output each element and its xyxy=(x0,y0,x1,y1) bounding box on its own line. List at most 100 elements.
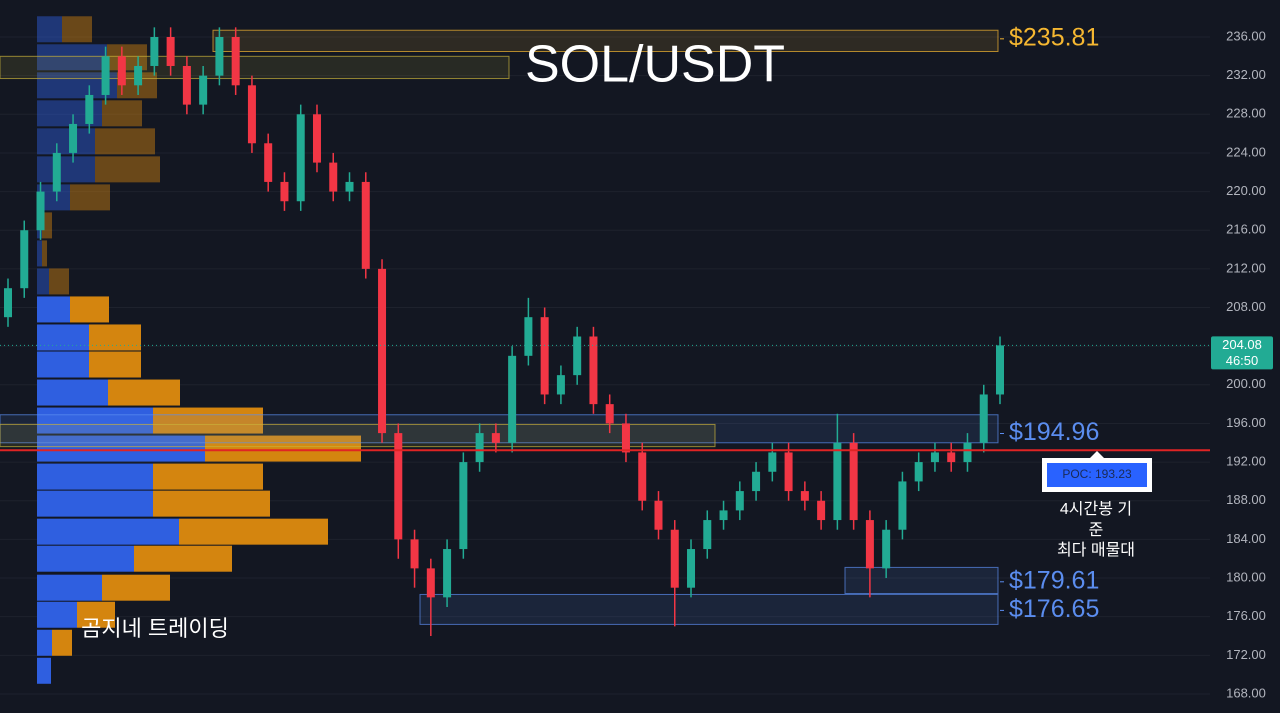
profile-buy xyxy=(37,128,95,155)
annotation: 4시간봉 기 xyxy=(1060,500,1132,518)
profile-sell xyxy=(153,463,263,490)
candle-body xyxy=(735,491,744,511)
profile-buy xyxy=(37,268,49,295)
profile-buy xyxy=(37,240,42,267)
candle-body xyxy=(849,442,858,521)
candle-body xyxy=(134,65,143,86)
y-tick-label: 228.00 xyxy=(1226,106,1266,121)
zone-label: $194.96 xyxy=(1009,418,1099,446)
y-tick-label: 200.00 xyxy=(1226,376,1266,391)
profile-buy xyxy=(37,490,153,517)
profile-buy xyxy=(37,629,52,656)
candle-body xyxy=(345,181,354,192)
candle-body xyxy=(101,56,110,95)
profile-buy xyxy=(37,324,89,351)
zone-label: $179.61 xyxy=(1009,566,1099,594)
profile-sell xyxy=(153,407,263,434)
candle-body xyxy=(654,500,663,530)
y-tick-label: 208.00 xyxy=(1226,299,1266,314)
candle-body xyxy=(930,452,939,463)
profile-sell xyxy=(179,518,328,545)
candle-body xyxy=(540,317,549,395)
profile-sell xyxy=(108,379,180,406)
profile-buy xyxy=(37,545,134,572)
y-tick-label: 188.00 xyxy=(1226,492,1266,507)
y-tick-label: 220.00 xyxy=(1226,183,1266,198)
profile-sell xyxy=(42,240,47,267)
zone xyxy=(212,29,999,52)
profile-sell xyxy=(70,296,109,323)
candle-body xyxy=(556,375,565,395)
profile-sell xyxy=(153,490,270,517)
zone-label: $235.81 xyxy=(1009,23,1099,51)
candle-body xyxy=(703,520,712,550)
candle-body xyxy=(182,65,191,105)
profile-sell xyxy=(62,16,92,43)
candle-body xyxy=(638,452,647,501)
profile-buy xyxy=(37,657,51,684)
candle-body xyxy=(312,114,321,163)
candle-body xyxy=(963,442,972,463)
watermark: 곰지네 트레이딩 xyxy=(81,616,229,641)
zone xyxy=(844,566,999,594)
candle-body xyxy=(491,433,500,443)
annotation: 최다 매물대 xyxy=(1057,541,1135,559)
candle-body xyxy=(508,355,517,443)
candles xyxy=(4,27,1004,636)
candle-body xyxy=(199,75,208,105)
candle-body xyxy=(166,37,175,66)
y-tick-label: 212.00 xyxy=(1226,260,1266,275)
profile-buy xyxy=(37,407,153,434)
candle-body xyxy=(914,462,923,482)
candle-body xyxy=(231,37,240,86)
candle-body xyxy=(752,471,761,492)
candle-body xyxy=(394,433,403,540)
profile-sell xyxy=(77,601,115,628)
candle-body xyxy=(443,549,452,598)
candle-body xyxy=(621,423,630,453)
candle-body xyxy=(670,529,679,588)
zone xyxy=(0,423,716,448)
zone-label: $176.65 xyxy=(1009,595,1099,623)
y-tick-label: 216.00 xyxy=(1226,222,1266,237)
candle-body xyxy=(947,452,956,463)
profile-sell xyxy=(205,435,361,462)
profile-sell xyxy=(95,156,160,183)
candle-body xyxy=(52,152,61,192)
candle-body xyxy=(426,568,435,598)
y-tick-label: 232.00 xyxy=(1226,67,1266,82)
candle-body xyxy=(898,481,907,530)
y-tick-label: 224.00 xyxy=(1226,144,1266,159)
profile-sell xyxy=(89,324,141,351)
candle-body xyxy=(589,336,598,405)
profile-buy xyxy=(37,296,70,323)
profile-buy xyxy=(37,156,95,183)
profile-buy xyxy=(37,351,89,378)
candle-body xyxy=(4,288,12,318)
profile-sell xyxy=(70,184,110,211)
y-tick-label: 236.00 xyxy=(1226,28,1266,43)
profile-sell xyxy=(95,128,155,155)
profile-buy xyxy=(37,574,102,601)
candle-body xyxy=(573,336,582,376)
profile-sell xyxy=(102,574,170,601)
profile-buy xyxy=(37,16,62,43)
overlays: 168.00 172.00 176.00 180.00 184.00 188.00 192.… xyxy=(0,23,1273,700)
y-tick-label: 184.00 xyxy=(1226,531,1266,546)
candle-body xyxy=(247,85,256,144)
candle-body xyxy=(719,510,728,521)
profile-buy xyxy=(37,379,108,406)
candle-body xyxy=(215,37,224,76)
candle-body xyxy=(69,123,78,153)
candle-body xyxy=(280,181,289,202)
chart-title: SOL/USDT xyxy=(525,36,785,94)
candle-body xyxy=(329,162,338,192)
countdown: 46:50 xyxy=(1226,353,1259,368)
candle-body xyxy=(800,491,809,501)
profile-buy xyxy=(37,44,107,71)
profile-buy xyxy=(37,518,179,545)
profile-sell xyxy=(89,351,141,378)
profile-sell xyxy=(49,268,69,295)
profile-buy xyxy=(37,601,77,628)
